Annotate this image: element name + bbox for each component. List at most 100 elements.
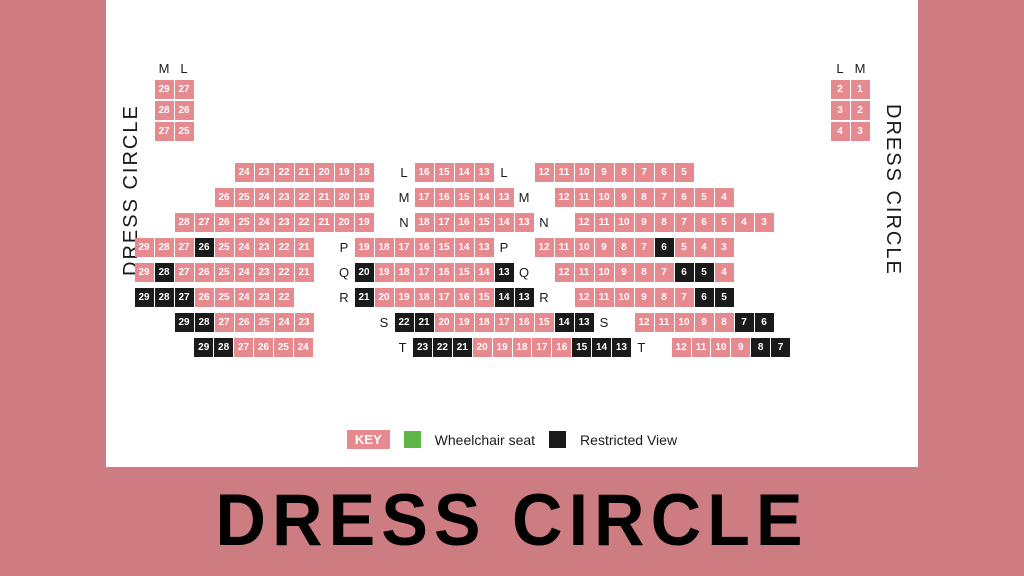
seat[interactable]: 19 [395,288,414,307]
seat[interactable]: 16 [415,163,434,182]
seat[interactable]: 13 [475,163,494,182]
seat[interactable]: 20 [375,288,394,307]
seat[interactable]: 20 [435,313,454,332]
seat[interactable]: 26 [195,263,214,282]
seat[interactable]: 27 [175,288,194,307]
seat[interactable]: 17 [435,213,454,232]
seat[interactable]: 23 [255,163,274,182]
seat[interactable]: 14 [455,238,474,257]
seat[interactable]: 6 [755,313,774,332]
seat[interactable]: 24 [235,238,254,257]
seat[interactable]: 8 [715,313,734,332]
seat[interactable]: 16 [455,288,474,307]
seat[interactable]: 23 [275,188,294,207]
seat[interactable]: 18 [475,313,494,332]
seat[interactable]: 21 [415,313,434,332]
seat[interactable]: 22 [433,338,452,357]
seat[interactable]: 12 [535,163,554,182]
seat[interactable]: 1 [851,80,870,99]
seat[interactable]: 7 [771,338,790,357]
seat[interactable]: 13 [495,263,514,282]
seat[interactable]: 11 [655,313,674,332]
seat[interactable]: 20 [335,188,354,207]
seat[interactable]: 11 [692,338,711,357]
seat[interactable]: 6 [675,188,694,207]
seat[interactable]: 21 [295,263,314,282]
seat[interactable]: 5 [675,163,694,182]
seat[interactable]: 18 [375,238,394,257]
seat[interactable]: 26 [215,213,234,232]
seat[interactable]: 12 [672,338,691,357]
seat[interactable]: 19 [493,338,512,357]
seat[interactable]: 21 [355,288,374,307]
seat[interactable]: 5 [715,288,734,307]
seat[interactable]: 14 [495,213,514,232]
seat[interactable]: 15 [535,313,554,332]
seat[interactable]: 17 [395,238,414,257]
seat[interactable]: 8 [655,288,674,307]
seat[interactable]: 23 [255,263,274,282]
seat[interactable]: 8 [615,163,634,182]
seat[interactable]: 12 [575,288,594,307]
seat[interactable]: 24 [235,163,254,182]
seat[interactable]: 9 [615,263,634,282]
seat[interactable]: 17 [415,263,434,282]
seat[interactable]: 28 [155,238,174,257]
seat[interactable]: 11 [595,213,614,232]
seat[interactable]: 6 [695,288,714,307]
seat[interactable]: 14 [475,188,494,207]
seat[interactable]: 8 [615,238,634,257]
seat[interactable]: 25 [274,338,293,357]
seat[interactable]: 11 [575,263,594,282]
seat[interactable]: 24 [235,288,254,307]
seat[interactable]: 13 [515,288,534,307]
seat[interactable]: 11 [595,288,614,307]
seat[interactable]: 12 [635,313,654,332]
seat[interactable]: 17 [495,313,514,332]
seat[interactable]: 12 [555,263,574,282]
seat[interactable]: 24 [275,313,294,332]
seat[interactable]: 7 [635,238,654,257]
seat[interactable]: 26 [195,238,214,257]
seat[interactable]: 14 [592,338,611,357]
seat[interactable]: 15 [455,188,474,207]
seat[interactable]: 27 [175,80,194,99]
seat[interactable]: 15 [475,213,494,232]
seat[interactable]: 26 [235,313,254,332]
seat[interactable]: 9 [615,188,634,207]
seat[interactable]: 5 [695,188,714,207]
seat[interactable]: 3 [755,213,774,232]
seat[interactable]: 16 [515,313,534,332]
seat[interactable]: 10 [615,288,634,307]
seat[interactable]: 16 [415,238,434,257]
seat[interactable]: 9 [595,238,614,257]
seat[interactable]: 22 [275,238,294,257]
seat[interactable]: 25 [235,188,254,207]
seat[interactable]: 5 [695,263,714,282]
seat[interactable]: 12 [535,238,554,257]
seat[interactable]: 15 [435,238,454,257]
seat[interactable]: 7 [675,213,694,232]
seat[interactable]: 4 [715,263,734,282]
seat[interactable]: 29 [135,238,154,257]
seat[interactable]: 28 [155,101,174,120]
seat[interactable]: 6 [655,163,674,182]
seat[interactable]: 10 [675,313,694,332]
seat[interactable]: 24 [294,338,313,357]
seat[interactable]: 27 [195,213,214,232]
seat[interactable]: 13 [612,338,631,357]
seat[interactable]: 13 [495,188,514,207]
seat[interactable]: 15 [435,163,454,182]
seat[interactable]: 20 [335,213,354,232]
seat[interactable]: 27 [175,263,194,282]
seat[interactable]: 27 [175,238,194,257]
seat[interactable]: 29 [175,313,194,332]
seat[interactable]: 26 [175,101,194,120]
seat[interactable]: 16 [435,188,454,207]
seat[interactable]: 20 [473,338,492,357]
seat[interactable]: 11 [575,188,594,207]
seat[interactable]: 2 [831,80,850,99]
seat[interactable]: 28 [175,213,194,232]
seat[interactable]: 28 [155,263,174,282]
seat[interactable]: 22 [295,213,314,232]
